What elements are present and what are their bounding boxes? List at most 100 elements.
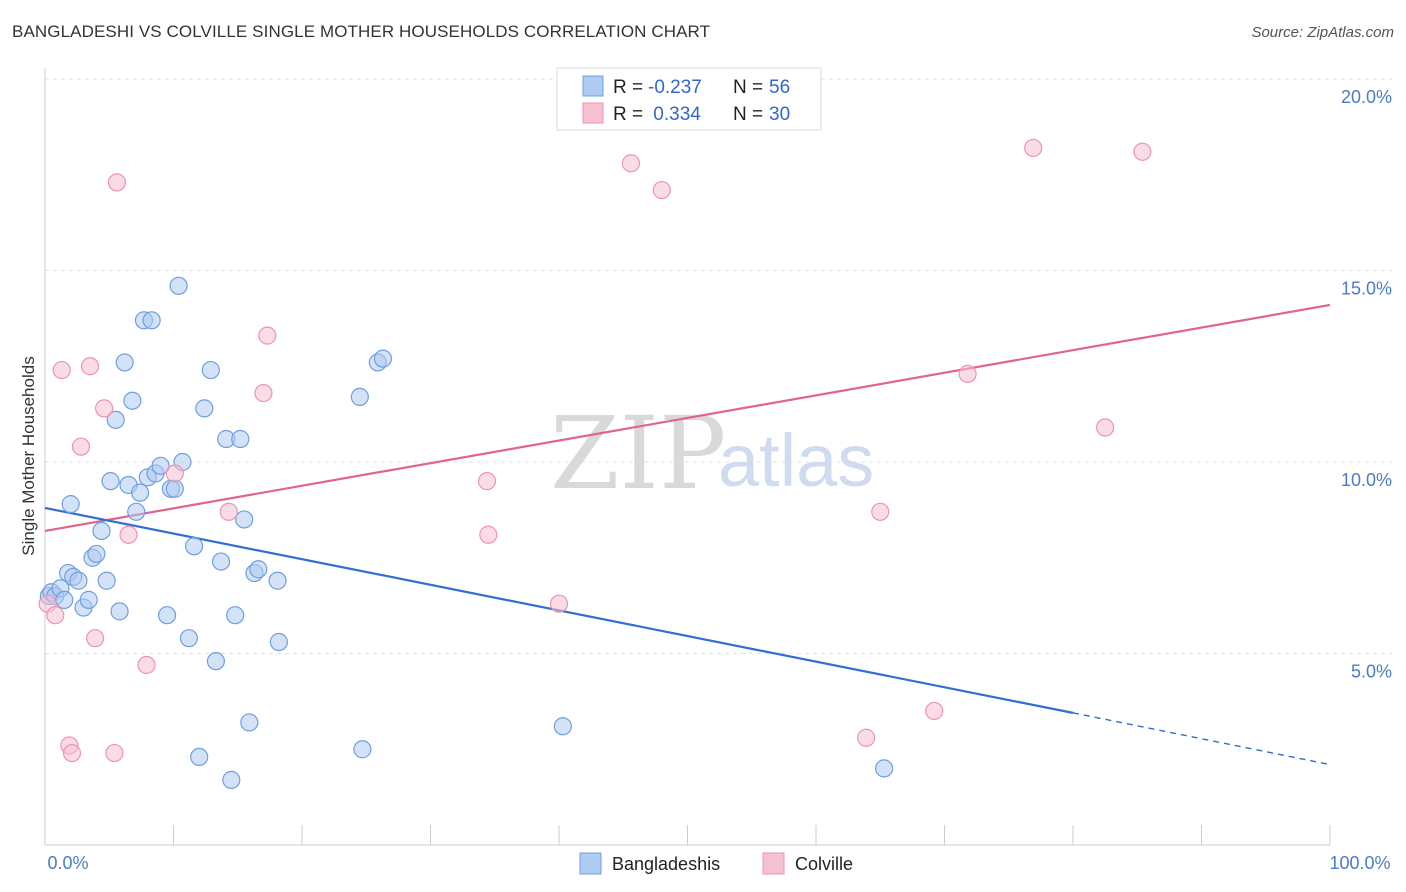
y-tick-label-15: 15.0% — [1341, 279, 1392, 299]
legend-n-label-blue: N = — [733, 77, 763, 98]
colville-point — [258, 326, 277, 345]
colville-point — [958, 364, 977, 384]
colville-point — [80, 357, 100, 376]
bangladeshis-point — [373, 349, 393, 368]
watermark: ZIP atlas — [550, 395, 874, 512]
bangladeshis-point — [106, 410, 125, 429]
legend-r-label-pink: R = — [613, 104, 643, 125]
bangladeshis-point — [190, 747, 209, 767]
legend-r-value-pink: 0.334 — [648, 104, 701, 125]
colville-point — [925, 701, 944, 721]
bangladeshis-point — [231, 429, 250, 449]
colville-point — [871, 502, 890, 521]
colville-point — [71, 437, 91, 456]
y-tick-label-5: 5.0% — [1351, 662, 1392, 682]
colville-point — [1024, 138, 1043, 158]
colville-point — [857, 728, 876, 747]
colville-point — [86, 629, 105, 648]
bangladeshis-point — [206, 652, 226, 671]
colville-point — [549, 594, 569, 613]
chart-title: BANGLADESHI VS COLVILLE SINGLE MOTHER HO… — [12, 22, 711, 41]
bangladeshis-point — [165, 479, 184, 498]
trend-lines — [44, 303, 1331, 766]
colville-point — [1133, 142, 1152, 161]
bangladeshis-point — [240, 713, 259, 732]
x-ticks — [173, 825, 1331, 845]
bangladeshis-point — [211, 552, 231, 571]
legend-r-label-blue: R = — [613, 77, 643, 98]
legend-bottom-label-pink: Colville — [795, 854, 853, 874]
colville-point — [1096, 418, 1115, 437]
colville-point — [477, 472, 497, 491]
legend-bottom-swatch-blue — [579, 852, 602, 875]
bangladeshis-point — [97, 571, 116, 590]
colville-point — [62, 743, 82, 763]
colville-points — [38, 112, 1152, 763]
bangladeshis-point — [249, 560, 268, 579]
bangladeshis-point — [157, 606, 177, 625]
bangladeshis-point — [184, 537, 204, 556]
bangladeshis-point — [269, 632, 288, 652]
y-tick-labels: 5.0% 10.0% 15.0% 20.0% — [1341, 87, 1392, 682]
bangladeshis-point — [79, 590, 98, 609]
y-axis-title: Single Mother Households — [19, 356, 38, 555]
bangladeshis-trend-extension — [1072, 712, 1331, 766]
grid-lines — [45, 78, 1392, 654]
y-tick-label-10: 10.0% — [1341, 470, 1392, 490]
watermark-atlas: atlas — [718, 419, 874, 502]
legend-bottom: Bangladeshis Colville — [579, 852, 853, 875]
bangladeshis-point — [268, 571, 287, 590]
bangladeshis-points — [39, 276, 894, 789]
bangladeshis-point — [350, 387, 369, 406]
bangladeshis-point — [123, 391, 142, 410]
y-tick-label-20: 20.0% — [1341, 87, 1392, 107]
bangladeshis-point — [69, 571, 88, 590]
colville-point — [105, 743, 124, 763]
bangladeshis-point — [61, 495, 80, 514]
bangladeshis-point — [235, 510, 254, 529]
bangladeshis-point — [142, 311, 161, 330]
x-tick-label-max: 100.0% — [1329, 853, 1390, 873]
colville-point — [119, 525, 138, 544]
colville-point — [479, 525, 498, 544]
bangladeshis-point — [101, 472, 120, 491]
colville-point — [107, 173, 127, 192]
bangladeshis-point — [87, 544, 106, 564]
bangladeshis-point — [353, 740, 372, 759]
bangladeshis-point — [201, 360, 220, 380]
bangladeshis-point — [55, 590, 74, 609]
legend-n-label-pink: N = — [733, 104, 763, 125]
legend-n-value-pink: 30 — [769, 104, 790, 125]
bangladeshis-point — [875, 759, 894, 778]
legend-bottom-swatch-pink — [762, 852, 785, 875]
bangladeshis-point — [222, 770, 241, 789]
bangladeshis-point — [151, 456, 170, 475]
bangladeshis-point — [127, 502, 146, 521]
legend-n-value-blue: 56 — [769, 77, 790, 98]
legend-r-value-blue: -0.237 — [648, 77, 702, 98]
colville-point — [46, 606, 65, 625]
colville-point — [219, 502, 238, 521]
colville-point — [165, 464, 184, 483]
x-tick-label-min: 0.0% — [47, 853, 88, 873]
bangladeshis-point — [553, 717, 572, 736]
bangladeshis-point — [195, 399, 214, 418]
colville-point — [95, 399, 114, 418]
colville-point — [52, 360, 71, 380]
bangladeshis-point — [179, 629, 199, 648]
legend-top: R = -0.237 N = 56 R = 0.334 N = 30 — [556, 67, 822, 131]
colville-point — [137, 655, 156, 675]
bangladeshis-point — [115, 353, 134, 372]
colville-point — [254, 383, 273, 403]
bangladeshis-point — [226, 606, 245, 625]
bangladeshis-point — [92, 521, 111, 541]
bangladeshis-point — [130, 483, 150, 502]
watermark-zip: ZIP — [550, 395, 726, 512]
colville-point — [621, 154, 641, 173]
legend-swatch-blue — [582, 75, 604, 97]
legend-swatch-pink — [582, 102, 604, 124]
source-label: Source: ZipAtlas.com — [1251, 24, 1394, 41]
legend-bottom-label-blue: Bangladeshis — [612, 854, 720, 874]
colville-trend-line — [44, 303, 1331, 533]
